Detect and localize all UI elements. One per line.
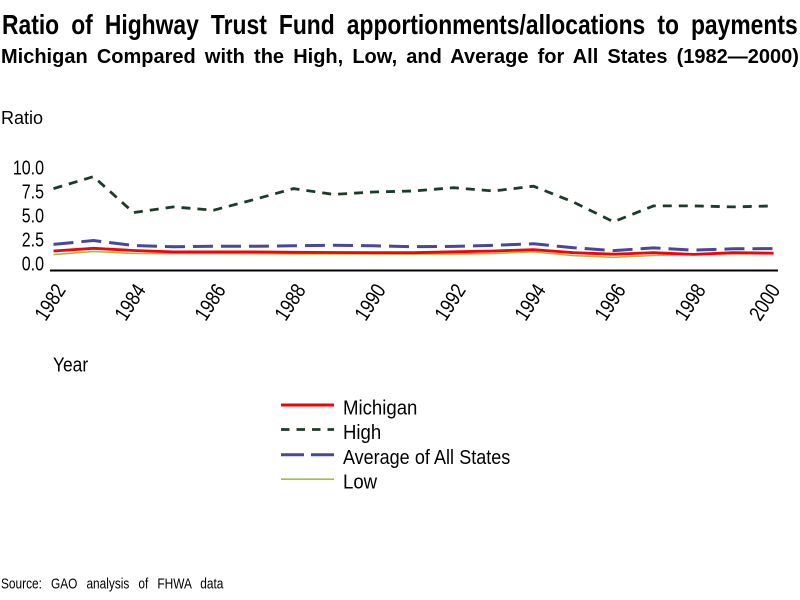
svg-text:Ratio of Highway Trust Fund ap: Ratio of Highway Trust Fund apportionmen…	[2, 10, 798, 41]
svg-text:5.0: 5.0	[22, 205, 44, 227]
svg-text:0.0: 0.0	[22, 253, 44, 275]
svg-text:1992: 1992	[431, 280, 471, 325]
svg-text:Average of All States: Average of All States	[343, 447, 510, 469]
svg-text:7.5: 7.5	[22, 181, 44, 203]
svg-text:2000: 2000	[745, 280, 785, 325]
svg-text:1988: 1988	[271, 280, 311, 325]
svg-text:Ratio: Ratio	[1, 108, 43, 128]
svg-text:Low: Low	[343, 472, 377, 494]
svg-text:1982: 1982	[31, 280, 71, 325]
svg-text:Source: GAO analysis of FHWA d: Source: GAO analysis of FHWA data	[1, 575, 224, 591]
svg-text:1990: 1990	[351, 280, 391, 325]
svg-text:1994: 1994	[511, 280, 551, 325]
svg-text:1984: 1984	[111, 280, 151, 325]
svg-text:10.0: 10.0	[13, 157, 44, 179]
svg-text:High: High	[343, 422, 381, 444]
svg-text:Year: Year	[53, 353, 88, 375]
svg-text:Michigan Compared with the Hig: Michigan Compared with the High, Low, an…	[1, 46, 799, 68]
svg-text:Michigan: Michigan	[343, 398, 417, 420]
svg-text:1986: 1986	[191, 280, 231, 325]
svg-text:1996: 1996	[591, 280, 631, 325]
svg-text:2.5: 2.5	[22, 229, 44, 251]
svg-text:1998: 1998	[671, 280, 711, 325]
